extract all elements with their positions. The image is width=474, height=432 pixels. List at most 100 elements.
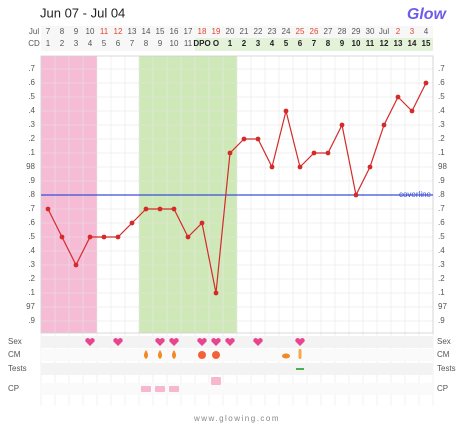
row-label: Tests: [8, 364, 27, 373]
cp-icon: [141, 386, 151, 392]
y-tick-label-right: .3: [438, 120, 445, 129]
temperature-point: [73, 262, 79, 268]
sex-icon: [169, 338, 179, 346]
date-label: 9: [74, 27, 79, 36]
date-label: 15: [156, 27, 165, 36]
sex-icon: [211, 338, 221, 346]
y-tick-label-right: .1: [438, 288, 445, 297]
temperature-point: [283, 108, 289, 114]
temperature-point: [157, 206, 163, 212]
date-label: 26: [310, 27, 319, 36]
y-tick-label: .2: [28, 274, 35, 283]
date-label: 4: [424, 27, 429, 36]
temperature-point: [353, 192, 359, 198]
y-tick-label: .7: [28, 64, 35, 73]
cd-label: CD: [28, 39, 40, 48]
date-label: 17: [184, 27, 193, 36]
y-tick-label: .6: [28, 78, 35, 87]
row-bg: [41, 336, 433, 348]
date-label: 18: [198, 27, 207, 36]
cycle-day-label: 4: [88, 39, 93, 48]
temperature-point: [171, 206, 177, 212]
y-tick-label-right: .8: [438, 190, 445, 199]
row-label: CM: [8, 350, 21, 359]
cp-icon: [169, 386, 179, 392]
sex-icon: [155, 338, 165, 346]
y-tick-label: 97: [26, 302, 35, 311]
y-tick-label-right: .7: [438, 64, 445, 73]
cycle-day-label: 4: [270, 39, 275, 48]
y-tick-label: .8: [28, 190, 35, 199]
temperature-point: [409, 108, 415, 114]
temperature-point: [269, 164, 275, 170]
y-tick-label: .4: [28, 246, 35, 255]
cycle-day-label: 3: [256, 39, 261, 48]
date-label: 24: [282, 27, 291, 36]
date-label: Jul: [379, 27, 389, 36]
temperature-point: [255, 136, 261, 142]
date-label: 23: [268, 27, 277, 36]
y-tick-label-right: 98: [438, 162, 447, 171]
logo: Glow: [407, 6, 448, 23]
cp-icon: [155, 386, 165, 392]
cycle-day-label: 15: [422, 39, 431, 48]
y-tick-label: .5: [28, 232, 35, 241]
date-label: 20: [226, 27, 235, 36]
cycle-day-label: 7: [130, 39, 135, 48]
temperature-point: [59, 234, 65, 240]
y-tick-label: .3: [28, 120, 35, 129]
coverline-label: coverline: [399, 190, 432, 199]
cycle-day-label: 10: [352, 39, 361, 48]
cycle-day-label: 1: [228, 39, 233, 48]
y-tick-label: .3: [28, 260, 35, 269]
y-tick-label-right: .2: [438, 134, 445, 143]
date-label: 14: [142, 27, 151, 36]
y-tick-label-right: .6: [438, 78, 445, 87]
y-tick-label-right: .5: [438, 92, 445, 101]
date-label: 7: [46, 27, 51, 36]
row-label-right: CM: [437, 350, 450, 359]
row-bg: [41, 363, 433, 375]
date-label: 10: [86, 27, 95, 36]
date-label: 3: [410, 27, 415, 36]
temperature-point: [129, 220, 135, 226]
row-label-right: Sex: [437, 337, 451, 346]
date-label: 29: [352, 27, 361, 36]
y-tick-label: .9: [28, 316, 35, 325]
temperature-point: [381, 122, 387, 128]
temperature-point: [45, 206, 51, 212]
row-label: CP: [8, 384, 19, 393]
y-tick-label-right: .3: [438, 260, 445, 269]
temperature-point: [325, 150, 331, 156]
temperature-point: [423, 80, 429, 86]
temperature-point: [199, 220, 205, 226]
y-tick-label: .1: [28, 148, 35, 157]
temperature-point: [241, 136, 247, 142]
sex-icon: [225, 338, 235, 346]
y-tick-label: .5: [28, 92, 35, 101]
temperature-point: [115, 234, 121, 240]
y-tick-label: .9: [28, 176, 35, 185]
temperature-point: [311, 150, 317, 156]
date-label: 11: [100, 27, 109, 36]
cycle-day-label: 8: [144, 39, 149, 48]
date-label: 19: [212, 27, 221, 36]
y-tick-label: .1: [28, 288, 35, 297]
cm-icon: [172, 350, 176, 359]
cycle-day-label: 5: [284, 39, 289, 48]
temperature-point: [101, 234, 107, 240]
cm-icon: [282, 353, 290, 359]
sex-icon: [197, 338, 207, 346]
sex-icon: [295, 338, 305, 346]
cycle-day-label: 2: [242, 39, 247, 48]
footer: www.glowing.com: [193, 414, 280, 423]
temperature-point: [367, 164, 373, 170]
date-label: 27: [324, 27, 333, 36]
date-label: 13: [128, 27, 137, 36]
cycle-day-label: 1: [46, 39, 51, 48]
row-label: Sex: [8, 337, 22, 346]
cycle-day-label: 6: [116, 39, 121, 48]
date-label: 12: [114, 27, 123, 36]
date-label: 2: [396, 27, 401, 36]
